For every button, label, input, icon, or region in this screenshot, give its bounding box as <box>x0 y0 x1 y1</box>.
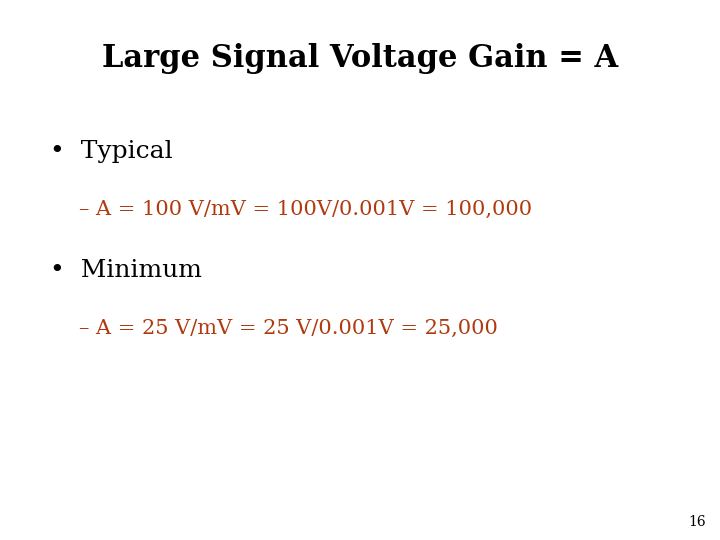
Text: •  Minimum: • Minimum <box>50 259 202 282</box>
Text: Large Signal Voltage Gain = A: Large Signal Voltage Gain = A <box>102 43 618 74</box>
Text: – A = 25 V/mV = 25 V/0.001V = 25,000: – A = 25 V/mV = 25 V/0.001V = 25,000 <box>79 319 498 338</box>
Text: – A = 100 V/mV = 100V/0.001V = 100,000: – A = 100 V/mV = 100V/0.001V = 100,000 <box>79 200 532 219</box>
Text: 16: 16 <box>688 515 706 529</box>
Text: •  Typical: • Typical <box>50 140 173 164</box>
